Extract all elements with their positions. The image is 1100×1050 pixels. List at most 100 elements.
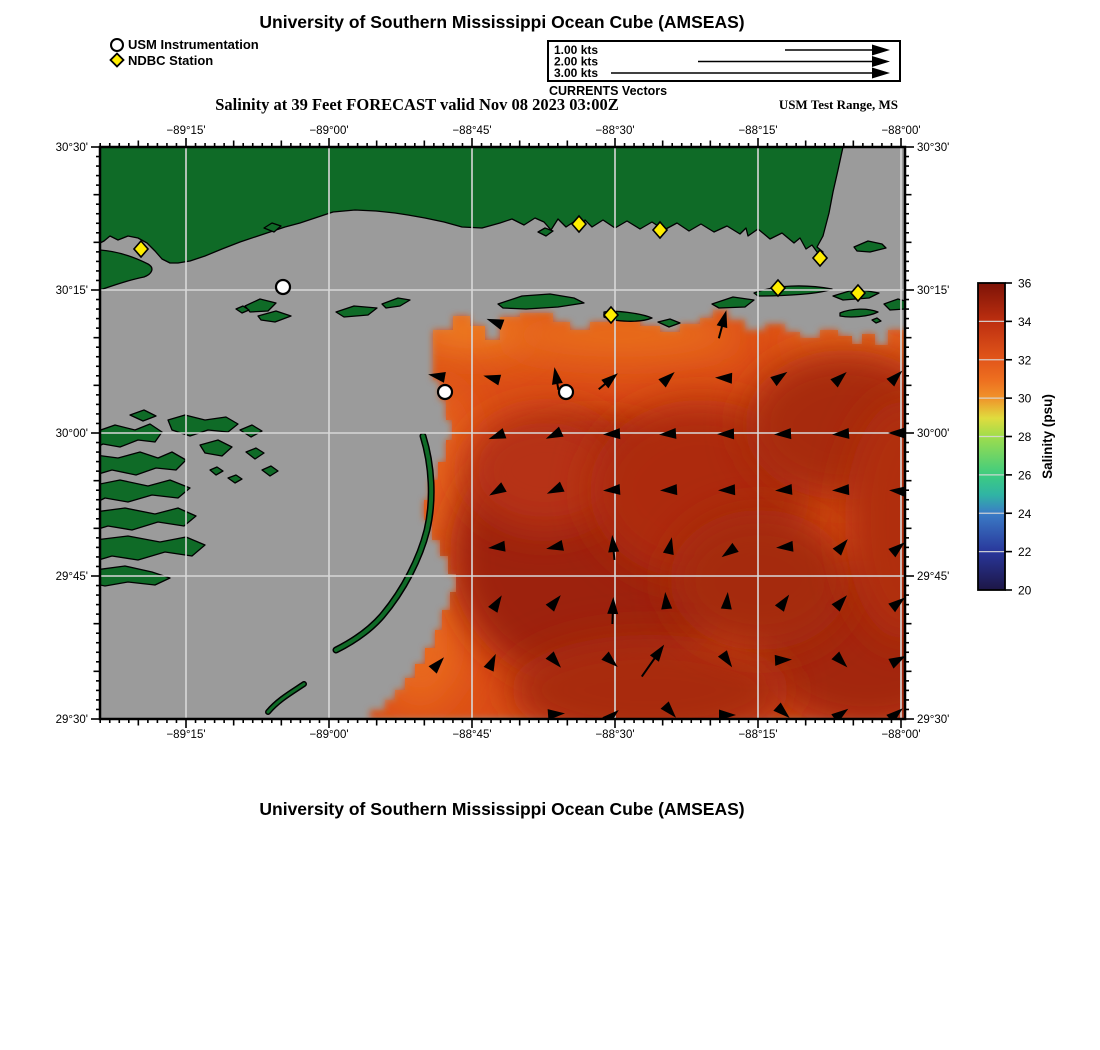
small-island xyxy=(537,227,554,237)
axis-tick-label: 30°15' xyxy=(917,285,949,297)
current-vector-arrow xyxy=(658,371,675,388)
barrier-island xyxy=(711,296,755,309)
barrier-island xyxy=(497,293,585,310)
colorbar-title: Salinity (psu) xyxy=(1040,394,1055,479)
small-island xyxy=(263,222,282,233)
current-vector-arrow xyxy=(831,708,849,719)
current-vector-arrow xyxy=(546,539,564,551)
axis-tick-label: 30°15' xyxy=(56,285,88,297)
circle-icon xyxy=(110,38,124,52)
salinity-field xyxy=(370,310,905,719)
current-vector-arrow xyxy=(776,540,794,552)
salinity-blob xyxy=(845,400,905,640)
current-vector-arrow xyxy=(720,592,732,610)
current-vector-arrow xyxy=(718,484,736,496)
axis-ticks xyxy=(91,138,914,728)
legend-item-ndbc: NDBC Station xyxy=(108,52,259,68)
currents-scale-label: 1.00 kts xyxy=(554,43,598,57)
footer-title: University of Southern Mississippi Ocean… xyxy=(259,799,745,819)
axis-tick-label: −89°00' xyxy=(309,125,348,137)
current-vector-arrow xyxy=(607,597,619,625)
current-vector-arrow xyxy=(774,654,792,666)
usm-station-marker xyxy=(274,278,292,296)
axis-tick-label: −88°00' xyxy=(881,125,920,137)
ndbc-station-marker xyxy=(811,248,829,268)
colorbar: 36 34 32 30 28 26 24 22 20 Salinity (psu) xyxy=(977,277,1055,598)
current-vector-arrow xyxy=(888,542,905,558)
current-vector-arrow xyxy=(486,318,505,330)
ndbc-station-marker xyxy=(132,239,150,259)
current-vector-arrow xyxy=(483,374,502,386)
current-vector-arrow xyxy=(546,481,565,494)
barrier-island xyxy=(244,298,277,313)
marsh xyxy=(261,465,279,477)
current-vector-arrow xyxy=(831,595,848,612)
current-vectors xyxy=(428,310,905,719)
ndbc-station-marker xyxy=(602,305,620,325)
axis-tick-label: −88°45' xyxy=(452,125,491,137)
current-vector-arrow xyxy=(547,709,565,719)
axis-tick-label: −88°30' xyxy=(595,125,634,137)
fort-morgan-strip xyxy=(853,240,887,253)
chandeleur-islands xyxy=(265,432,435,715)
axis-tick-labels: −89°15' −89°00' −88°45' −88°30' −88°15' −88°0… xyxy=(56,125,950,741)
salinity-blob xyxy=(500,313,740,357)
current-vector-arrow xyxy=(775,483,793,495)
marsh xyxy=(100,479,191,503)
current-vector-arrow xyxy=(661,592,673,610)
current-vector-arrow xyxy=(721,542,739,558)
axis-tick-label: 30°30' xyxy=(56,142,88,154)
marsh xyxy=(100,507,197,531)
currents-scale-arrowhead xyxy=(872,56,890,67)
axis-tick-label: −88°15' xyxy=(738,729,777,741)
marsh xyxy=(245,447,265,460)
current-vector-arrow xyxy=(660,484,678,496)
diamond-icon xyxy=(109,52,125,68)
current-vector-arrow xyxy=(488,595,502,613)
current-vector-arrow xyxy=(608,535,620,561)
current-vector-arrow xyxy=(640,644,665,678)
currents-scale-arrowhead xyxy=(872,67,890,79)
colorbar-frame xyxy=(977,282,1006,591)
axis-tick-label: −89°00' xyxy=(309,729,348,741)
current-vector-arrow xyxy=(428,371,446,383)
marsh xyxy=(100,535,206,561)
usm-station-marker xyxy=(557,383,575,401)
current-vector-arrow xyxy=(488,428,507,440)
current-vector-arrow xyxy=(886,370,903,387)
barrier-island xyxy=(235,305,250,314)
axis-tick-label: 30°30' xyxy=(917,142,949,154)
current-vector-arrow xyxy=(598,373,618,391)
currents-scale-label: 3.00 kts xyxy=(554,66,598,80)
marker-legend: USM Instrumentation NDBC Station xyxy=(108,36,259,68)
current-vector-arrow xyxy=(659,427,677,439)
current-vector-arrow xyxy=(551,367,563,390)
colorbar-tick-label: 22 xyxy=(1018,545,1032,559)
graticule-gridlines xyxy=(100,147,905,719)
currents-scale-arrowhead xyxy=(872,44,890,56)
colorbar-tick-label: 30 xyxy=(1018,392,1032,406)
page-title: University of Southern Mississippi Ocean… xyxy=(259,12,745,32)
marsh xyxy=(129,409,157,422)
colorbar-tick-label: 28 xyxy=(1018,430,1032,444)
current-vector-arrow xyxy=(888,427,905,439)
current-vector-arrow xyxy=(715,372,733,384)
barrier-island xyxy=(871,317,882,324)
axis-tick-label: 29°30' xyxy=(917,714,949,726)
barrier-island xyxy=(257,310,292,323)
current-vector-arrow xyxy=(719,709,736,719)
marsh xyxy=(199,439,233,457)
current-vector-arrow xyxy=(602,709,619,719)
current-vector-arrow xyxy=(603,483,621,495)
axis-tick-label: 29°30' xyxy=(56,714,88,726)
colorbar-tick-label: 36 xyxy=(1018,277,1032,291)
current-vector-arrow xyxy=(773,702,790,719)
current-vector-arrow xyxy=(770,371,788,387)
current-vector-arrow xyxy=(886,708,903,719)
currents-scale-box: 1.00 kts 2.00 kts 3.00 kts xyxy=(547,40,901,82)
current-vector-arrow xyxy=(488,540,506,552)
axis-tick-label: 29°45' xyxy=(56,571,88,583)
